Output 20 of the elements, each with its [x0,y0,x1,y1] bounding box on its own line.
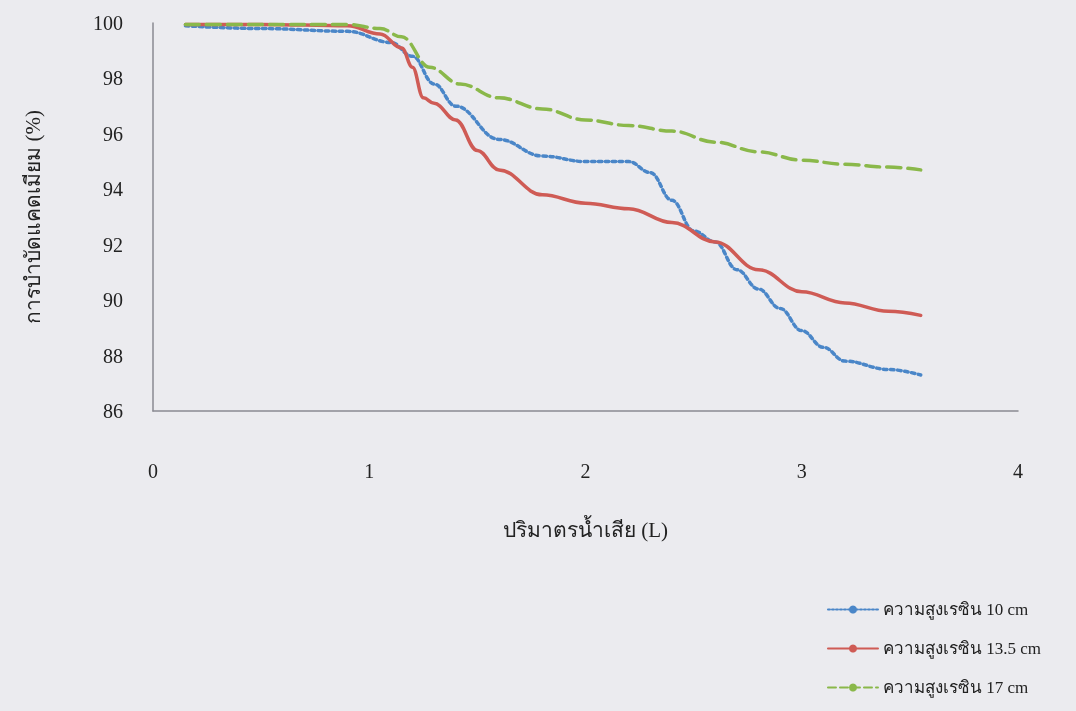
y-tick-label: 98 [103,67,123,90]
x-tick-label: 1 [364,460,375,482]
line-series [183,22,923,172]
y-axis-title: การบำบัดแคดเมียม (%) [20,110,45,324]
y-tick-label: 100 [93,12,123,34]
y-tick-label: 96 [103,122,123,145]
y-tick-label: 88 [103,344,123,367]
x-tick-label: 3 [796,460,807,482]
x-tick-label: 2 [580,460,591,482]
x-tick-label: 4 [1013,460,1023,482]
y-tick-label: 94 [103,178,123,201]
legend-label: ความสูงเรซิน 13.5 cm [882,639,1042,659]
y-tick-label: 92 [103,233,123,256]
legend-label: ความสูงเรซิน 17 cm [882,678,1029,698]
y-tick-label: 90 [103,289,123,312]
legend-label: ความสูงเรซิน 10 cm [882,600,1029,620]
x-axis-title: ปริมาตรน้ำเสีย (L) [502,514,669,542]
x-tick-label: 0 [148,460,158,482]
line-series [183,24,923,377]
y-tick-label: 86 [103,400,123,422]
